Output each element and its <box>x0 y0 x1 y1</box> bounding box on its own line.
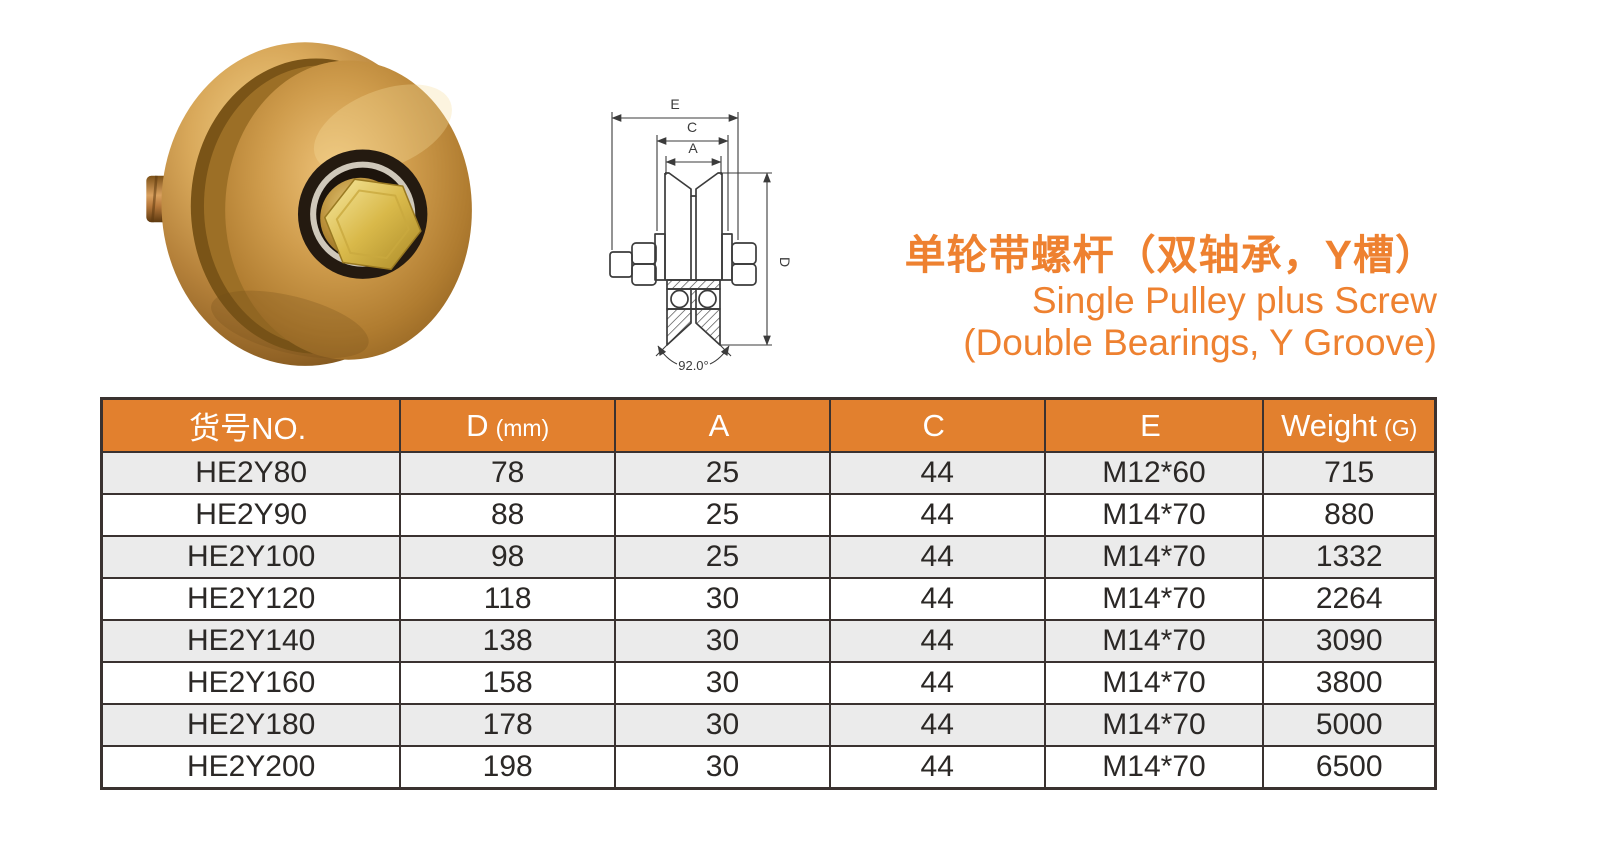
cell-d: 118 <box>399 577 617 621</box>
product-photo <box>118 16 482 380</box>
product-title-block: 单轮带螺杆（双轴承，Y槽） Single Pulley plus Screw (… <box>905 232 1437 365</box>
cell-weight: 3800 <box>1262 661 1437 705</box>
cell-a: 30 <box>614 619 831 663</box>
cell-c: 44 <box>828 745 1046 790</box>
cell-d: 178 <box>399 703 617 747</box>
cell-a: 25 <box>614 451 831 495</box>
cell-c: 44 <box>828 619 1046 663</box>
cell-model: HE2Y160 <box>100 661 402 705</box>
cell-d: 198 <box>399 745 617 790</box>
cell-e: M14*70 <box>1043 535 1265 579</box>
cell-c: 44 <box>828 661 1046 705</box>
product-title-chinese: 单轮带螺杆（双轴承，Y槽） <box>904 232 1437 278</box>
cell-a: 30 <box>614 745 831 790</box>
cell-weight: 1332 <box>1262 535 1437 579</box>
cell-e: M14*70 <box>1043 493 1265 537</box>
cell-model: HE2Y180 <box>100 703 402 747</box>
product-title-english-line1: Single Pulley plus Screw <box>1031 279 1437 321</box>
cell-model: HE2Y140 <box>100 619 402 663</box>
technical-drawing: E C A D 92.0° <box>560 78 820 408</box>
table-row: HE2Y180 178 30 44 M14*70 5000 <box>100 703 1437 747</box>
spec-table-header-row: 货号NO. D (mm) A C E Weight (G) <box>100 397 1437 453</box>
cell-weight: 3090 <box>1262 619 1437 663</box>
cell-c: 44 <box>828 451 1046 495</box>
cell-model: HE2Y120 <box>100 577 402 621</box>
table-row: HE2Y160 158 30 44 M14*70 3800 <box>100 661 1437 705</box>
cell-d: 98 <box>399 535 617 579</box>
cell-model: HE2Y200 <box>100 745 402 790</box>
dim-label-e: E <box>670 96 679 112</box>
cell-c: 44 <box>828 535 1046 579</box>
dim-label-d: D <box>777 257 793 267</box>
dim-label-c: C <box>687 119 697 135</box>
header-a: A <box>614 397 831 453</box>
cell-d: 138 <box>399 619 617 663</box>
cell-model: HE2Y80 <box>100 451 402 495</box>
header-weight: Weight (G) <box>1262 397 1437 453</box>
product-title-english-line2: (Double Bearings, Y Groove) <box>963 322 1437 364</box>
header-e: E <box>1043 397 1265 453</box>
cell-a: 25 <box>614 493 831 537</box>
pulley-photo-image <box>146 42 472 366</box>
header-d: D (mm) <box>399 397 617 453</box>
cell-e: M14*70 <box>1043 745 1265 790</box>
table-row: HE2Y140 138 30 44 M14*70 3090 <box>100 619 1437 663</box>
cell-weight: 5000 <box>1262 703 1437 747</box>
header-item-no: 货号NO. <box>100 397 402 453</box>
cell-e: M12*60 <box>1043 451 1265 495</box>
dimension-lines <box>611 112 772 365</box>
cell-a: 25 <box>614 535 831 579</box>
cell-weight: 2264 <box>1262 577 1437 621</box>
cell-e: M14*70 <box>1043 661 1265 705</box>
cell-model: HE2Y100 <box>100 535 402 579</box>
cell-model: HE2Y90 <box>100 493 402 537</box>
cell-e: M14*70 <box>1043 619 1265 663</box>
bearing-and-bolt <box>297 149 428 279</box>
table-row: HE2Y100 98 25 44 M14*70 1332 <box>100 535 1437 579</box>
table-row: HE2Y120 118 30 44 M14*70 2264 <box>100 577 1437 621</box>
table-row: HE2Y200 198 30 44 M14*70 6500 <box>100 745 1437 790</box>
cell-d: 158 <box>399 661 617 705</box>
cell-e: M14*70 <box>1043 703 1265 747</box>
table-row: HE2Y90 88 25 44 M14*70 880 <box>100 493 1437 537</box>
angle-label: 92.0° <box>678 358 709 373</box>
spec-table: 货号NO. D (mm) A C E Weight (G) HE2Y80 78 25 44… <box>100 397 1437 790</box>
cell-e: M14*70 <box>1043 577 1265 621</box>
cell-a: 30 <box>614 703 831 747</box>
cell-c: 44 <box>828 493 1046 537</box>
cell-c: 44 <box>828 703 1046 747</box>
header-c: C <box>828 397 1046 453</box>
cell-weight: 6500 <box>1262 745 1437 790</box>
cell-c: 44 <box>828 577 1046 621</box>
pulley-section <box>609 172 757 346</box>
cell-weight: 880 <box>1262 493 1437 537</box>
table-row: HE2Y80 78 25 44 M12*60 715 <box>100 451 1437 495</box>
cell-a: 30 <box>614 661 831 705</box>
cell-weight: 715 <box>1262 451 1437 495</box>
cell-a: 30 <box>614 577 831 621</box>
cell-d: 78 <box>399 451 617 495</box>
cell-d: 88 <box>399 493 617 537</box>
dim-label-a: A <box>688 140 698 156</box>
